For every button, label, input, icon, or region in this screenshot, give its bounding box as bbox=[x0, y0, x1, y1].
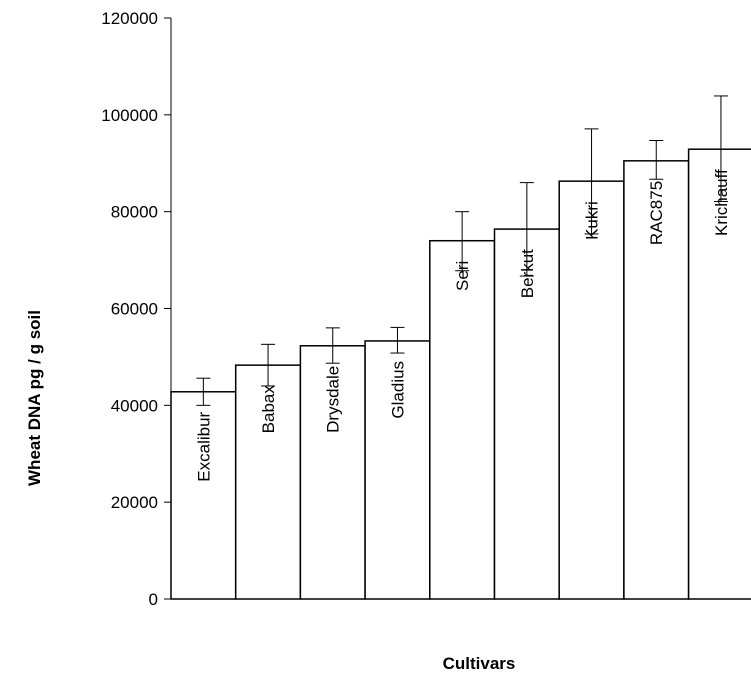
category-label: Drysdale bbox=[324, 366, 343, 433]
x-axis-title: Cultivars bbox=[443, 654, 516, 673]
y-tick-label: 100000 bbox=[101, 106, 158, 125]
y-tick-label: 0 bbox=[149, 590, 158, 609]
category-label: Kukri bbox=[583, 201, 602, 240]
category-label: Berkut bbox=[518, 249, 537, 298]
category-label: Babax bbox=[259, 385, 278, 434]
bar bbox=[687, 148, 751, 600]
y-tick-label: 40000 bbox=[111, 396, 158, 415]
bars-group bbox=[170, 148, 751, 600]
bar-labels-group: Excalibur Babax Drysdale Gladius Seri Berkut K… bbox=[194, 169, 731, 482]
bar bbox=[234, 364, 302, 600]
bar bbox=[364, 340, 431, 600]
y-axis: 0 20000 40000 60000 80000 100000 120000 bbox=[101, 9, 172, 609]
category-label: Excalibur bbox=[194, 411, 213, 481]
category-label: Krichauff bbox=[712, 169, 731, 236]
bar bbox=[558, 180, 625, 600]
category-label: Seri bbox=[453, 261, 472, 291]
y-axis-title: Wheat DNA pg / g soil bbox=[25, 310, 44, 486]
category-label: Gladius bbox=[388, 361, 407, 419]
category-label: RAC875 bbox=[647, 181, 666, 245]
bar bbox=[429, 239, 496, 600]
y-tick-label: 20000 bbox=[111, 493, 158, 512]
y-tick-label: 120000 bbox=[101, 9, 158, 28]
y-tick-label: 60000 bbox=[111, 300, 158, 319]
bar bbox=[623, 160, 690, 600]
bar bbox=[493, 228, 560, 600]
bar bbox=[170, 391, 237, 600]
y-tick-label: 80000 bbox=[111, 203, 158, 222]
error-bars-group bbox=[196, 95, 728, 406]
